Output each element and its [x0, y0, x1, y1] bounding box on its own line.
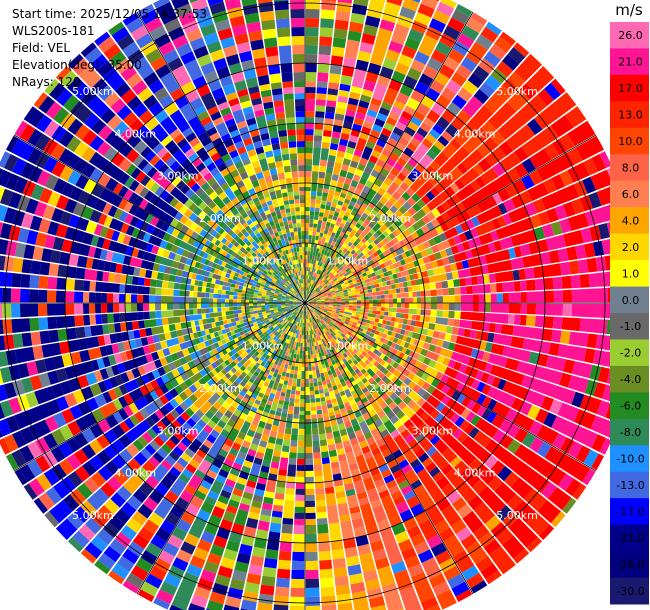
range-ring-labels: 1.00km 1.00km 1.00km 1.00km 2.00km 2.00km 2.00… — [72, 85, 538, 522]
colorbar-tick-label: 6.0 — [622, 188, 640, 201]
velocity-gates — [0, 0, 610, 610]
colorbar-tick-label: -10.0 — [616, 453, 644, 466]
azimuth-lines — [0, 0, 610, 610]
velocity-gate-group — [0, 0, 561, 610]
info-panel: Start time: 2025/12/05 14:37:53 WLS200s-… — [12, 6, 207, 91]
colorbar-cell — [610, 339, 649, 367]
range-ring-label: 2.00km — [369, 212, 411, 225]
colorbar-tick-label: -2.0 — [620, 347, 641, 360]
range-ring-label: 4.00km — [454, 127, 496, 140]
range-ring-label: 1.00km — [242, 339, 284, 352]
range-ring-label: 5.00km — [72, 85, 114, 98]
colorbar-cell — [610, 207, 649, 235]
azimuth-line — [13, 134, 306, 304]
colorbar-cell — [610, 577, 649, 605]
colorbar-cell — [610, 524, 649, 552]
velocity-gate-group — [0, 0, 610, 608]
colorbar-tick-label: -26.0 — [616, 558, 644, 571]
colorbar-cell — [610, 260, 649, 288]
colorbar: m/s 26.0 21.0 17.0 13.0 10.0 8.0 6.0 4.0 2.0 1.0 0… — [610, 1, 649, 605]
colorbar-tick-label: -21.0 — [616, 532, 644, 545]
range-ring-label: 4.00km — [115, 127, 157, 140]
azimuth-line — [136, 302, 306, 595]
colorbar-cell — [610, 445, 649, 473]
colorbar-cell — [610, 127, 649, 155]
colorbar-tick-label: 8.0 — [622, 162, 640, 175]
velocity-gate-group — [0, 9, 461, 606]
azimuth-line — [304, 134, 597, 304]
azimuth-line — [13, 302, 306, 472]
range-ring-label: 1.00km — [327, 339, 369, 352]
elevation: Elevation(deg): 35.00 — [12, 58, 142, 72]
range-ring-label: 3.00km — [412, 170, 454, 183]
colorbar-tick-label: 17.0 — [618, 82, 643, 95]
range-ring-label: 4.00km — [454, 467, 496, 480]
start-time: Start time: 2025/12/05 14:37:53 — [12, 7, 207, 21]
colorbar-tick-label: -8.0 — [620, 426, 641, 439]
instrument-name: WLS200s-181 — [12, 24, 95, 38]
range-ring-label: 5.00km — [72, 509, 114, 522]
colorbar-tick-label: -4.0 — [620, 373, 641, 386]
range-ring-label: 2.00km — [199, 212, 241, 225]
azimuth-line — [304, 302, 597, 472]
colorbar-tick-label: -30.0 — [616, 585, 644, 598]
colorbar-cell — [610, 365, 649, 393]
colorbar-cell — [610, 286, 649, 314]
colorbar-cell — [610, 392, 649, 420]
colorbar-cell — [610, 418, 649, 446]
colorbar-tick-label: 21.0 — [618, 56, 643, 69]
colorbar-cell — [610, 180, 649, 208]
range-ring-label: 1.00km — [242, 255, 284, 268]
colorbar-cell — [610, 313, 649, 340]
velocity-gate-group — [3, 0, 497, 610]
colorbar-tick-label: -6.0 — [620, 400, 641, 413]
colorbar-tick-label: 1.0 — [622, 267, 640, 280]
colorbar-cell — [610, 154, 649, 182]
range-ring-label: 1.00km — [327, 255, 369, 268]
colorbar-cell — [610, 101, 649, 129]
colorbar-tick-label: 4.0 — [622, 214, 640, 227]
range-ring-label: 4.00km — [115, 467, 157, 480]
range-ring-label: 3.00km — [412, 424, 454, 437]
colorbar-tick-label: -13.0 — [616, 479, 644, 492]
colorbar-tick-label: 0.0 — [622, 294, 640, 307]
velocity-gate-group — [3, 0, 610, 602]
velocity-gate-group — [0, 0, 552, 610]
colorbar-tick-label: -1.0 — [620, 320, 641, 333]
azimuth-line — [136, 11, 306, 304]
azimuth-line — [304, 11, 474, 304]
colorbar-cell — [610, 498, 649, 526]
colorbar-tick-label: 13.0 — [618, 109, 643, 122]
range-ring-label: 2.00km — [199, 382, 241, 395]
colorbar-tick-label: 26.0 — [618, 29, 643, 42]
colorbar-tick-label: 10.0 — [618, 135, 643, 148]
velocity-gate-group — [30, 0, 507, 610]
nrays: NRays: 120 — [12, 75, 81, 89]
range-ring-label: 5.00km — [496, 85, 538, 98]
colorbar-tick-label: 2.0 — [622, 241, 640, 254]
colorbar-cell — [610, 48, 649, 76]
range-ring-label: 3.00km — [157, 170, 199, 183]
colorbar-cell — [610, 22, 649, 49]
range-ring-label: 2.00km — [369, 382, 411, 395]
range-ring-label: 3.00km — [157, 424, 199, 437]
colorbar-cell — [610, 233, 649, 261]
velocity-gate-group — [0, 4, 540, 610]
colorbar-cell — [610, 471, 649, 499]
range-ring-label: 5.00km — [496, 509, 538, 522]
field-name: Field: VEL — [12, 41, 71, 55]
colorbar-tick-label: -17.0 — [616, 505, 644, 518]
colorbar-title: m/s — [615, 1, 643, 19]
ppi-plot: 1.00km 1.00km 1.00km 1.00km 2.00km 2.00km 2.00… — [0, 0, 610, 610]
colorbar-cell — [610, 74, 649, 102]
velocity-gate-group — [0, 0, 598, 610]
azimuth-line — [304, 302, 474, 595]
colorbar-cell — [610, 551, 649, 579]
